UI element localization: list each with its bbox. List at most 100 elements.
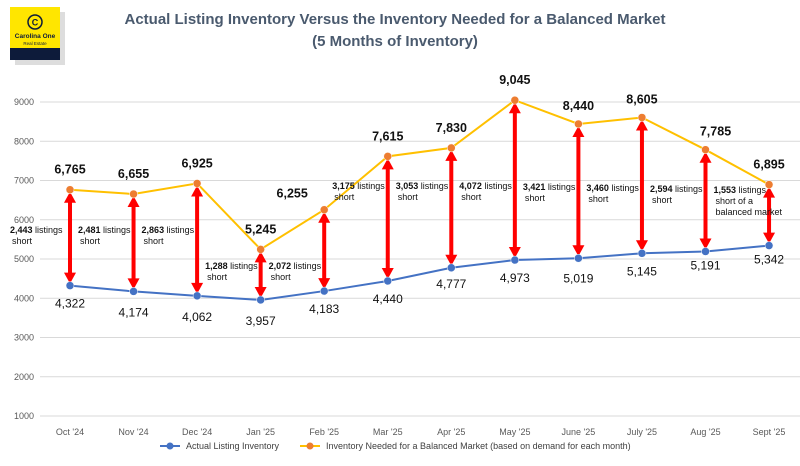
actual-value-label: 5,342 [754,253,784,267]
gap-text: short [271,272,292,282]
gap-arrow [508,102,521,259]
x-tick-label: Apr '25 [437,427,465,437]
gap-text: short [398,192,419,202]
gap-number: 2,072 [269,261,292,271]
data-point [637,113,647,122]
x-tick-label: June '25 [562,427,596,437]
gap-text: short [525,193,546,203]
needed-value-label: 6,925 [181,156,212,170]
needed-value-label: 7,785 [700,125,731,139]
actual-value-label: 4,322 [55,297,85,311]
gap-text: short [80,236,101,246]
needed-value-label: 7,830 [436,121,467,135]
series-line-1 [69,99,770,251]
gap-arrow-head-down [699,238,712,250]
gap-arrow [572,125,585,257]
data-point [574,254,583,263]
gap-arrow-head-up [381,158,394,170]
gap-annotation: short [144,236,165,246]
needed-value-label: 9,045 [499,73,530,87]
actual-value-label: 4,777 [436,277,466,291]
gap-number: 3,175 [332,181,355,191]
gap-arrow-head-up [445,149,458,161]
data-point [637,249,647,258]
needed-value-label: 6,255 [277,187,308,201]
chart-title: Actual Listing Inventory Versus the Inve… [125,11,666,28]
gap-arrow-head-up [191,185,204,197]
actual-value-label: 5,019 [563,271,593,285]
gap-arrow-head-down [763,232,776,244]
gap-text: listings [482,181,513,191]
gap-annotation: 2,072 listings [269,261,322,271]
gap-text: listings [672,184,703,194]
needed-value-label: 7,615 [372,129,403,143]
needed-value-label: 5,245 [245,222,276,236]
gap-number: 4,072 [459,181,482,191]
data-point [701,247,710,256]
logo-text: Carolina One [15,33,56,40]
y-tick-label: 6000 [14,215,34,225]
data-point [65,281,75,290]
gap-text: listings [228,261,259,271]
gap-text: short [144,236,165,246]
data-point [192,291,202,301]
gap-arrow-head-up [699,151,712,163]
gap-text: short of a [716,196,754,206]
gap-text: short [461,192,482,202]
gap-annotation: 2,443 listings [10,225,63,235]
data-point [510,255,520,265]
x-tick-label: Aug '25 [690,427,720,437]
data-point [701,145,710,154]
gap-annotation: short [398,192,419,202]
actual-value-label: 4,062 [182,310,212,324]
x-tick-label: Jan '25 [246,427,275,437]
gap-annotation: short of a [716,196,754,206]
y-tick-label: 1000 [14,411,34,421]
gap-text: balanced market [716,207,783,217]
gap-arrow [127,196,140,290]
gap-annotation: balanced market [716,207,783,217]
x-tick-label: May '25 [499,427,530,437]
gap-arrow [254,251,267,298]
series-line-0 [69,244,770,301]
gap-annotation: 3,421 listings [523,182,576,192]
actual-value-label: 5,191 [690,259,720,273]
data-point [383,276,392,286]
x-tick-label: Oct '24 [56,427,84,437]
gap-annotation: short [271,272,292,282]
x-tick-label: Sept '25 [753,427,786,437]
y-tick-label: 2000 [14,372,34,382]
gap-arrow-head-down [508,247,521,259]
gap-annotation: 1,553 listings [714,185,767,195]
gap-arrow [318,211,331,290]
gap-arrow [699,151,712,250]
gap-arrow-head-up [508,102,521,114]
gap-number: 2,443 [10,225,33,235]
gap-annotation: short [80,236,101,246]
gap-annotation: short [588,194,609,204]
chart-subtitle: (5 Months of Inventory) [312,33,478,50]
actual-value-label: 5,145 [627,264,657,278]
legend-actual: Actual Listing Inventory [186,441,280,451]
y-tick-label: 9000 [14,97,34,107]
gap-text: listings [418,181,449,191]
gap-arrow-head-down [318,278,331,290]
actual-value-label: 4,973 [500,271,530,285]
svg-text:C: C [32,18,39,28]
data-point [129,189,138,199]
gap-text: listings [609,183,640,193]
data-point [319,205,329,214]
data-point [256,295,265,305]
gap-arrow-head-up [127,196,140,208]
gap-arrow [64,191,76,284]
x-tick-label: Dec '24 [182,427,212,437]
gap-text: listings [164,225,195,235]
x-tick-label: July '25 [627,427,657,437]
y-tick-label: 8000 [14,136,34,146]
gap-text: short [334,192,355,202]
gap-number: 1,288 [205,261,228,271]
gap-text: short [207,272,228,282]
data-point [574,119,583,129]
y-tick-label: 3000 [14,333,34,343]
logo: C Carolina One Real Estate [10,7,65,65]
